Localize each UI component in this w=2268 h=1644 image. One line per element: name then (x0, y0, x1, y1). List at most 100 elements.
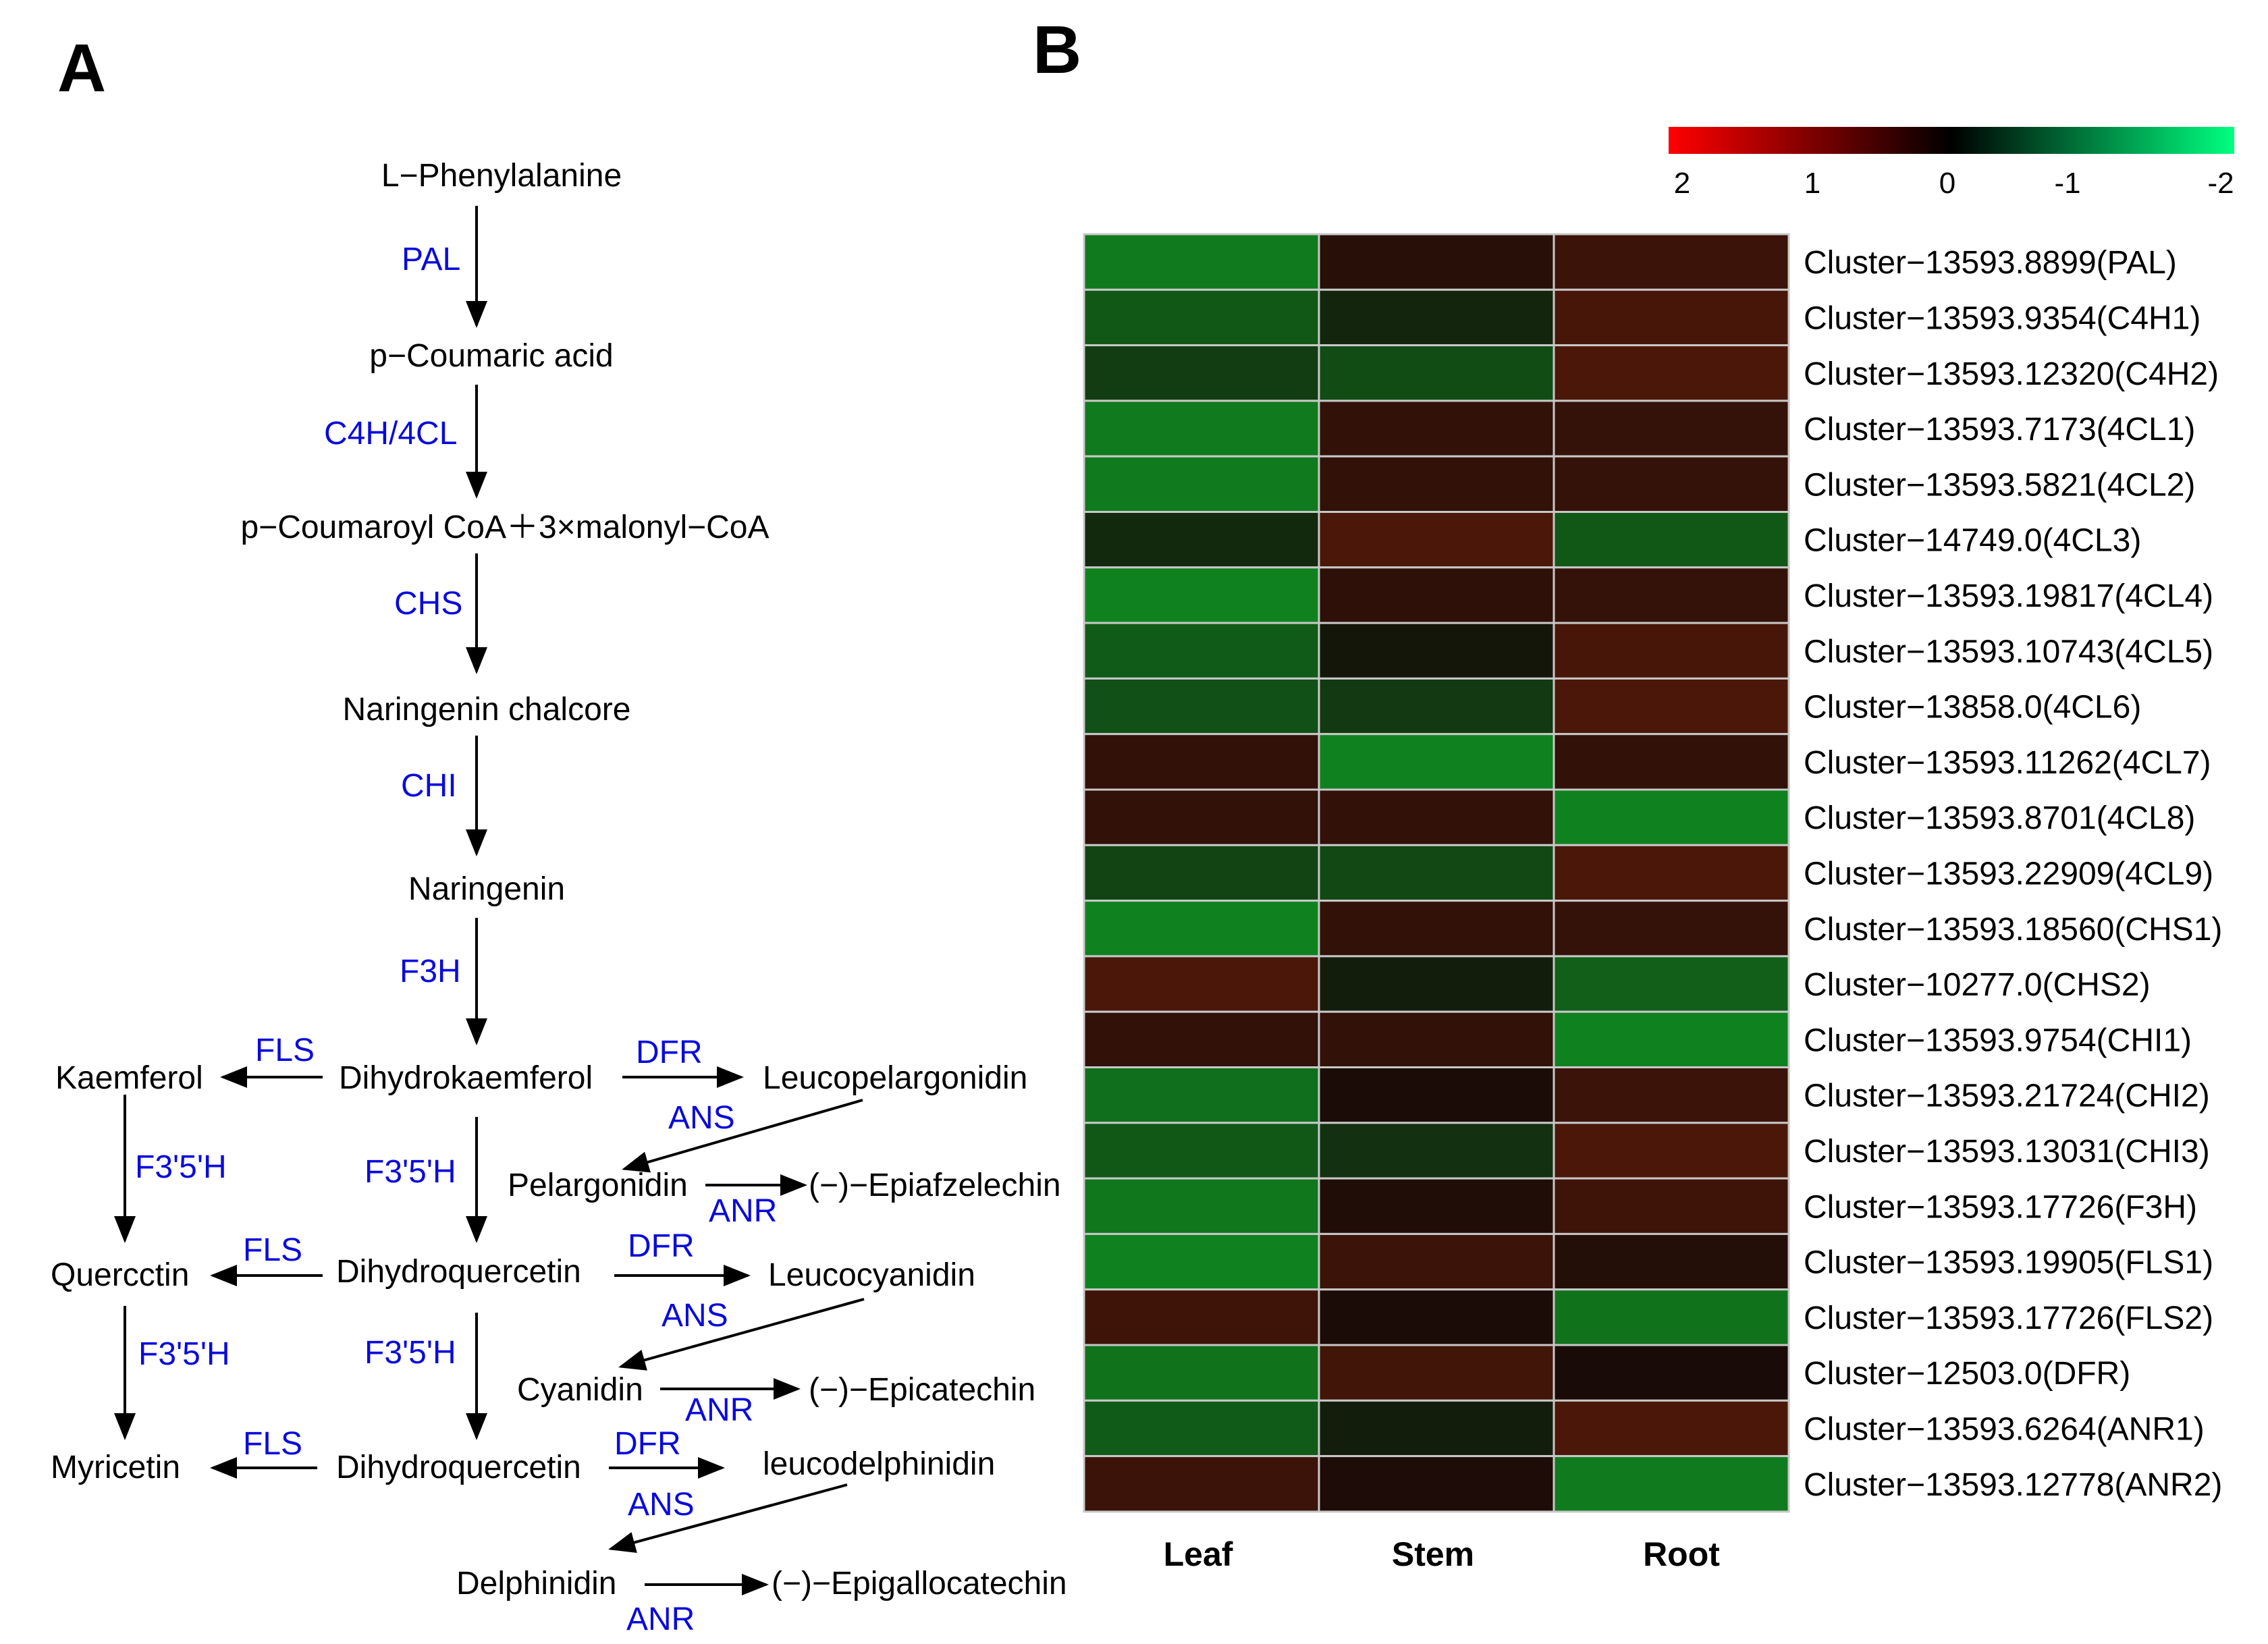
heatmap-cell (1318, 400, 1555, 458)
heatmap-colorbar: 2 1 0 -1 -2 (1669, 127, 2234, 200)
heatmap-cell (1318, 1177, 1555, 1235)
arrow-ans-1 (622, 1099, 863, 1173)
pathway-diagram (114, 206, 865, 1595)
heatmap-cell (1318, 1066, 1555, 1124)
gene-label: Cluster−13593.19905(FLS1) (1804, 1245, 2213, 1281)
heatmap-cell (1552, 1399, 1790, 1458)
heatmap-cell (1552, 622, 1790, 680)
compound-kaem: Kaemferol (55, 1060, 203, 1096)
gene-labels: Cluster−13593.8899(PAL) Cluster−13593.935… (1804, 245, 2222, 1503)
heatmap-cell (1083, 844, 1320, 902)
gene-label: Cluster−13593.6264(ANR1) (1804, 1411, 2205, 1447)
heatmap-cell (1552, 1122, 1790, 1180)
panel-b-label: B (1033, 12, 1081, 88)
enzyme-ans-3: ANS (628, 1487, 695, 1523)
enzyme-ans-1: ANS (668, 1100, 735, 1136)
heatmap-cell (1083, 1232, 1320, 1291)
enzyme-dfr-3: DFR (614, 1426, 681, 1462)
heatmap-cell (1318, 1122, 1555, 1180)
tissue-label: Root (1643, 1535, 1720, 1573)
gene-label: Cluster−10277.0(CHS2) (1804, 967, 2151, 1003)
enzyme-ans-2: ANS (662, 1298, 728, 1334)
heatmap-cell (1552, 344, 1790, 402)
heatmap-cell (1083, 1455, 1320, 1513)
colorbar-tick: -1 (2054, 167, 2080, 200)
heatmap-cell (1083, 788, 1320, 846)
heatmap-cell (1318, 1344, 1555, 1402)
heatmap-cell (1552, 288, 1790, 347)
compound-pel: Pelargonidin (508, 1168, 688, 1203)
gene-label: Cluster−13593.17726(FLS2) (1804, 1300, 2213, 1336)
heatmap-cell (1318, 455, 1555, 514)
gene-label: Cluster−13593.9354(C4H1) (1804, 300, 2200, 336)
gene-label: Cluster−13593.8899(PAL) (1804, 245, 2177, 281)
gene-label: Cluster−13858.0(4CL6) (1804, 690, 2141, 725)
gene-label: Cluster−13593.22909(4CL9) (1804, 856, 2213, 892)
compound-labels: L−Phenylalanine p−Coumaric acid p−Coumar… (51, 158, 1067, 1601)
enzyme-dfr-1: DFR (636, 1035, 703, 1070)
compound-dhq2: Dihydroquercetin (336, 1450, 581, 1485)
gene-label: Cluster−12503.0(DFR) (1804, 1356, 2130, 1392)
colorbar-tick: 0 (1939, 167, 1955, 200)
compound-dhq1: Dihydroquercetin (336, 1254, 581, 1290)
heatmap-cell (1083, 1288, 1320, 1346)
heatmap-cell (1083, 566, 1320, 624)
heatmap-cell (1083, 1066, 1320, 1124)
enzyme-f35h-d: F3'5'H (364, 1335, 456, 1371)
gene-label: Cluster−13593.10743(4CL5) (1804, 634, 2213, 669)
compound-coa: p−Coumaroyl CoA＋3×malonyl−CoA (240, 510, 769, 545)
heatmap-cell (1318, 844, 1555, 902)
heatmap-cell (1552, 511, 1790, 569)
heatmap-cell (1083, 455, 1320, 514)
heatmap-cell (1318, 1288, 1555, 1346)
heatmap-cell (1083, 900, 1320, 958)
heatmap (1083, 233, 1790, 1513)
heatmap-cell (1318, 900, 1555, 958)
heatmap-cell (1083, 622, 1320, 680)
enzyme-anr-1: ANR (709, 1193, 777, 1229)
heatmap-cell (1318, 677, 1555, 736)
gene-label: Cluster−13593.13031(CHI3) (1804, 1134, 2210, 1170)
heatmap-cell (1552, 733, 1790, 791)
heatmap-cell (1552, 455, 1790, 514)
heatmap-cell (1083, 1010, 1320, 1068)
heatmap-cell (1318, 955, 1555, 1013)
heatmap-cell (1318, 1010, 1555, 1068)
gene-label: Cluster−13593.21724(CHI2) (1804, 1078, 2210, 1114)
gene-label: Cluster−13593.18560(CHS1) (1804, 912, 2222, 948)
enzyme-fls-2: FLS (243, 1232, 302, 1268)
heatmap-cell (1552, 1344, 1790, 1402)
heatmap-cell (1083, 1344, 1320, 1402)
enzyme-labels: PAL C4H/4CL CHS CHI F3H FLS DFR ANS ANR … (135, 242, 777, 1637)
arrow-ans-3 (608, 1483, 848, 1554)
heatmap-cell (1083, 288, 1320, 347)
arrow-ans-2 (618, 1298, 865, 1371)
heatmap-cell (1318, 511, 1555, 569)
compound-epigallo: (−)−Epigallocatechin (772, 1566, 1067, 1601)
heatmap-cell (1552, 1455, 1790, 1513)
heatmap-cell (1083, 1399, 1320, 1458)
heatmap-cell (1318, 622, 1555, 680)
heatmap-cell (1083, 511, 1320, 569)
heatmap-cell (1318, 344, 1555, 402)
heatmap-cell (1552, 1177, 1790, 1235)
heatmap-cell (1552, 844, 1790, 902)
heatmap-cell (1552, 900, 1790, 958)
heatmap-cell (1083, 400, 1320, 458)
enzyme-c4h4cl: C4H/4CL (324, 416, 457, 451)
enzyme-f35h-b: F3'5'H (364, 1154, 456, 1190)
heatmap-cell (1552, 1010, 1790, 1068)
heatmap-cell (1083, 233, 1320, 291)
compound-querc: Quercctin (51, 1257, 189, 1293)
enzyme-fls-1: FLS (255, 1033, 315, 1068)
tissue-labels: Leaf Stem Root (1164, 1535, 1721, 1573)
heatmap-cell (1552, 1232, 1790, 1291)
heatmap-cell (1318, 233, 1555, 291)
heatmap-cell (1552, 677, 1790, 736)
enzyme-pal: PAL (402, 242, 460, 277)
compound-epiaf: (−)−Epiafzelechin (809, 1168, 1061, 1203)
heatmap-cell (1318, 1232, 1555, 1291)
heatmap-cell (1083, 677, 1320, 736)
heatmap-cell (1083, 1177, 1320, 1235)
